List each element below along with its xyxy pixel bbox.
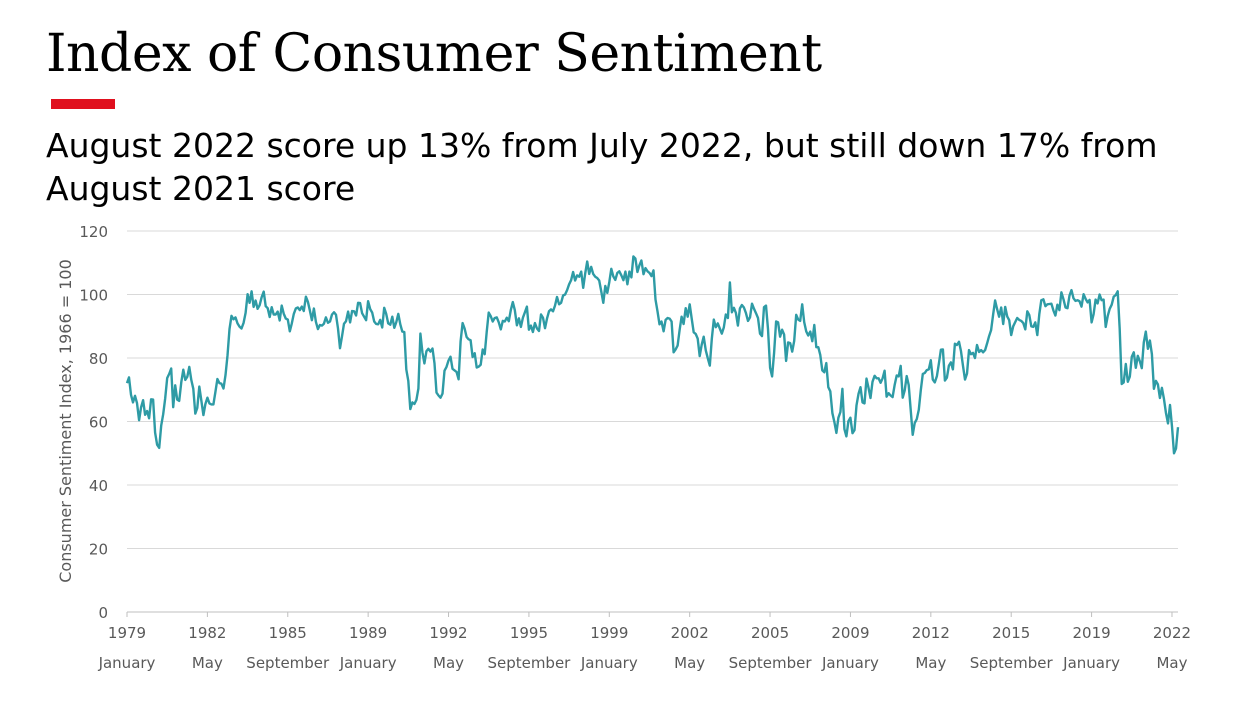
y-tick-label: 0 <box>98 604 108 622</box>
x-tick-year: 2009 <box>831 624 869 642</box>
x-tick-year: 1979 <box>108 624 146 642</box>
y-tick-label: 20 <box>89 541 108 559</box>
x-tick-year: 2002 <box>671 624 709 642</box>
x-tick-month: May <box>915 654 946 672</box>
x-tick-year: 1989 <box>349 624 387 642</box>
gridlines <box>127 230 1178 613</box>
y-tick-label: 60 <box>89 414 108 432</box>
x-tick-month: January <box>821 654 879 672</box>
x-tick-month: May <box>674 654 705 672</box>
y-tick-label: 120 <box>79 223 108 241</box>
x-tick-year: 2015 <box>992 624 1030 642</box>
title-accent-bar <box>51 99 115 109</box>
x-tick-month: May <box>1156 654 1187 672</box>
x-tick-year: 1999 <box>590 624 628 642</box>
x-tick-month: September <box>970 654 1054 672</box>
y-axis-ticks: 0 20 40 60 80 100 120 <box>79 223 108 622</box>
slide-title: Index of Consumer Sentiment <box>46 24 822 84</box>
series-line-consumer-sentiment <box>125 255 1180 455</box>
x-tick-month: September <box>246 654 330 672</box>
x-tick-month: January <box>339 654 397 672</box>
y-tick-label: 40 <box>89 477 108 495</box>
x-tick-month: January <box>98 654 156 672</box>
x-axis-ticks: 1979 January 1982 May 1985 September 1989 Janua… <box>98 612 1191 672</box>
y-tick-label: 80 <box>89 350 108 368</box>
x-tick-month: September <box>729 654 813 672</box>
x-tick-month: January <box>1062 654 1120 672</box>
x-tick-month: May <box>192 654 223 672</box>
x-tick-month: May <box>433 654 464 672</box>
x-tick-year: 2019 <box>1072 624 1110 642</box>
x-tick-year: 1995 <box>510 624 548 642</box>
y-tick-label: 100 <box>79 287 108 305</box>
x-tick-year: 2022 <box>1153 624 1191 642</box>
x-tick-year: 2012 <box>912 624 950 642</box>
slide-subtitle: August 2022 score up 13% from July 2022,… <box>46 126 1158 208</box>
x-tick-month: January <box>580 654 638 672</box>
x-tick-year: 1982 <box>188 624 226 642</box>
x-tick-year: 1992 <box>429 624 467 642</box>
x-tick-year: 1985 <box>269 624 307 642</box>
x-tick-year: 2005 <box>751 624 789 642</box>
x-tick-month: September <box>487 654 571 672</box>
y-axis-label: Consumer Sentiment Index, 1966 = 100 <box>56 259 75 583</box>
